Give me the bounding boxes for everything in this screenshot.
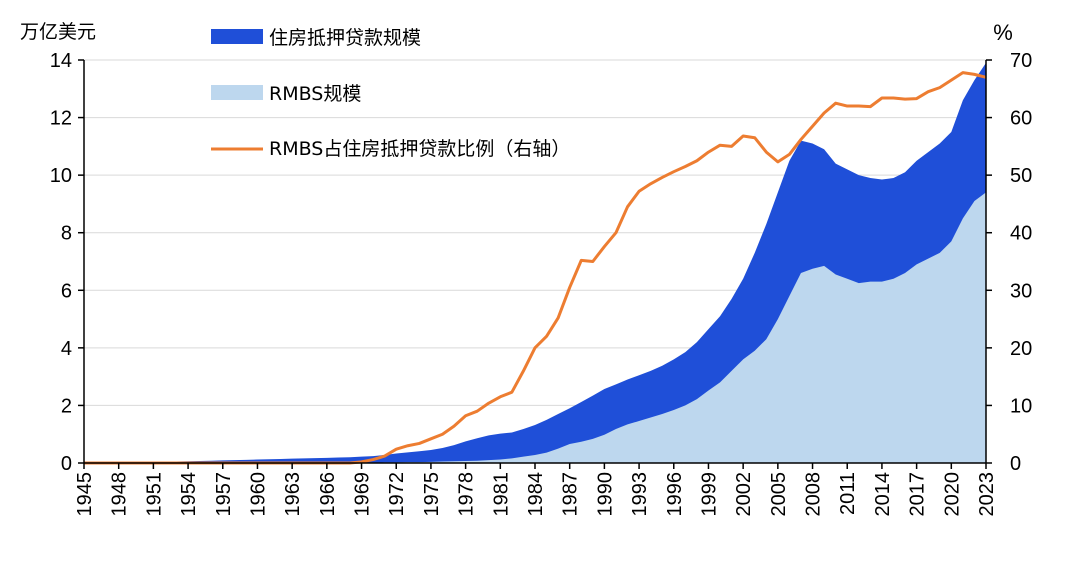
x-axis-ticks: 1945 1948 1951 1954 1957 1960 1963 1966 1969 1972… xyxy=(74,463,998,517)
x-tick-label: 1972 xyxy=(386,472,408,517)
x-tick-label: 1969 xyxy=(352,472,374,517)
right-tick-label: 20 xyxy=(1010,338,1032,360)
left-tick-label: 4 xyxy=(61,338,72,360)
x-tick-label: 1966 xyxy=(317,472,339,517)
x-tick-label: 1951 xyxy=(143,472,165,517)
x-tick-label: 1984 xyxy=(525,472,547,517)
left-tick-label: 2 xyxy=(61,395,72,417)
right-tick-label: 30 xyxy=(1010,280,1032,302)
x-tick-label: 2014 xyxy=(872,472,894,517)
legend-swatch-rmbs xyxy=(211,85,263,100)
x-tick-label: 1996 xyxy=(664,472,686,517)
x-tick-label: 2005 xyxy=(768,472,790,517)
left-tick-label: 6 xyxy=(61,280,72,302)
x-tick-label: 1957 xyxy=(213,472,235,517)
horizontal-gridlines xyxy=(84,59,986,406)
right-tick-label: 60 xyxy=(1010,108,1032,130)
right-tick-label: 40 xyxy=(1010,223,1032,245)
right-tick-label: 50 xyxy=(1010,165,1032,187)
x-tick-label: 2023 xyxy=(976,472,998,517)
x-tick-label: 1981 xyxy=(490,472,512,517)
x-tick-label: 1993 xyxy=(629,472,651,517)
x-tick-label: 1960 xyxy=(247,472,269,517)
x-tick-label: 2002 xyxy=(733,472,755,517)
x-tick-label: 2011 xyxy=(837,472,859,515)
left-axis-unit-label: 万亿美元 xyxy=(20,21,96,43)
legend: 住房抵押贷款规模 RMBS规模 RMBS占住房抵押贷款比例（右轴） xyxy=(211,27,570,160)
left-tick-label: 14 xyxy=(50,50,72,72)
legend-label-rmbs: RMBS规模 xyxy=(269,83,361,105)
legend-swatch-mortgage xyxy=(211,29,263,44)
x-tick-label: 1999 xyxy=(698,472,720,517)
right-tick-label: 10 xyxy=(1010,395,1032,417)
x-tick-label: 1948 xyxy=(109,472,131,517)
left-tick-label: 12 xyxy=(50,108,72,130)
right-tick-label: 0 xyxy=(1010,453,1021,475)
x-tick-label: 1963 xyxy=(282,472,304,517)
x-tick-label: 2020 xyxy=(941,472,963,517)
left-y-axis-ticks: 0 2 4 6 8 10 12 14 xyxy=(50,50,84,475)
legend-label-ratio: RMBS占住房抵押贷款比例（右轴） xyxy=(269,138,570,160)
right-y-axis-ticks: 0 10 20 30 40 50 60 70 xyxy=(986,50,1032,475)
x-tick-label: 2008 xyxy=(803,472,825,517)
x-tick-label: 1978 xyxy=(456,472,478,517)
right-axis-unit-label: % xyxy=(993,20,1013,45)
rmbs-area xyxy=(84,192,986,463)
right-tick-label: 70 xyxy=(1010,50,1032,72)
left-tick-label: 10 xyxy=(50,165,72,187)
x-tick-label: 2017 xyxy=(907,472,929,517)
x-tick-label: 1990 xyxy=(594,472,616,517)
x-tick-label: 1987 xyxy=(560,472,582,517)
x-tick-label: 1975 xyxy=(421,472,443,517)
left-tick-label: 8 xyxy=(61,223,72,245)
legend-label-mortgage: 住房抵押贷款规模 xyxy=(269,27,421,49)
x-tick-label: 1954 xyxy=(178,472,200,517)
left-tick-label: 0 xyxy=(61,453,72,475)
x-tick-label: 1945 xyxy=(74,472,96,517)
